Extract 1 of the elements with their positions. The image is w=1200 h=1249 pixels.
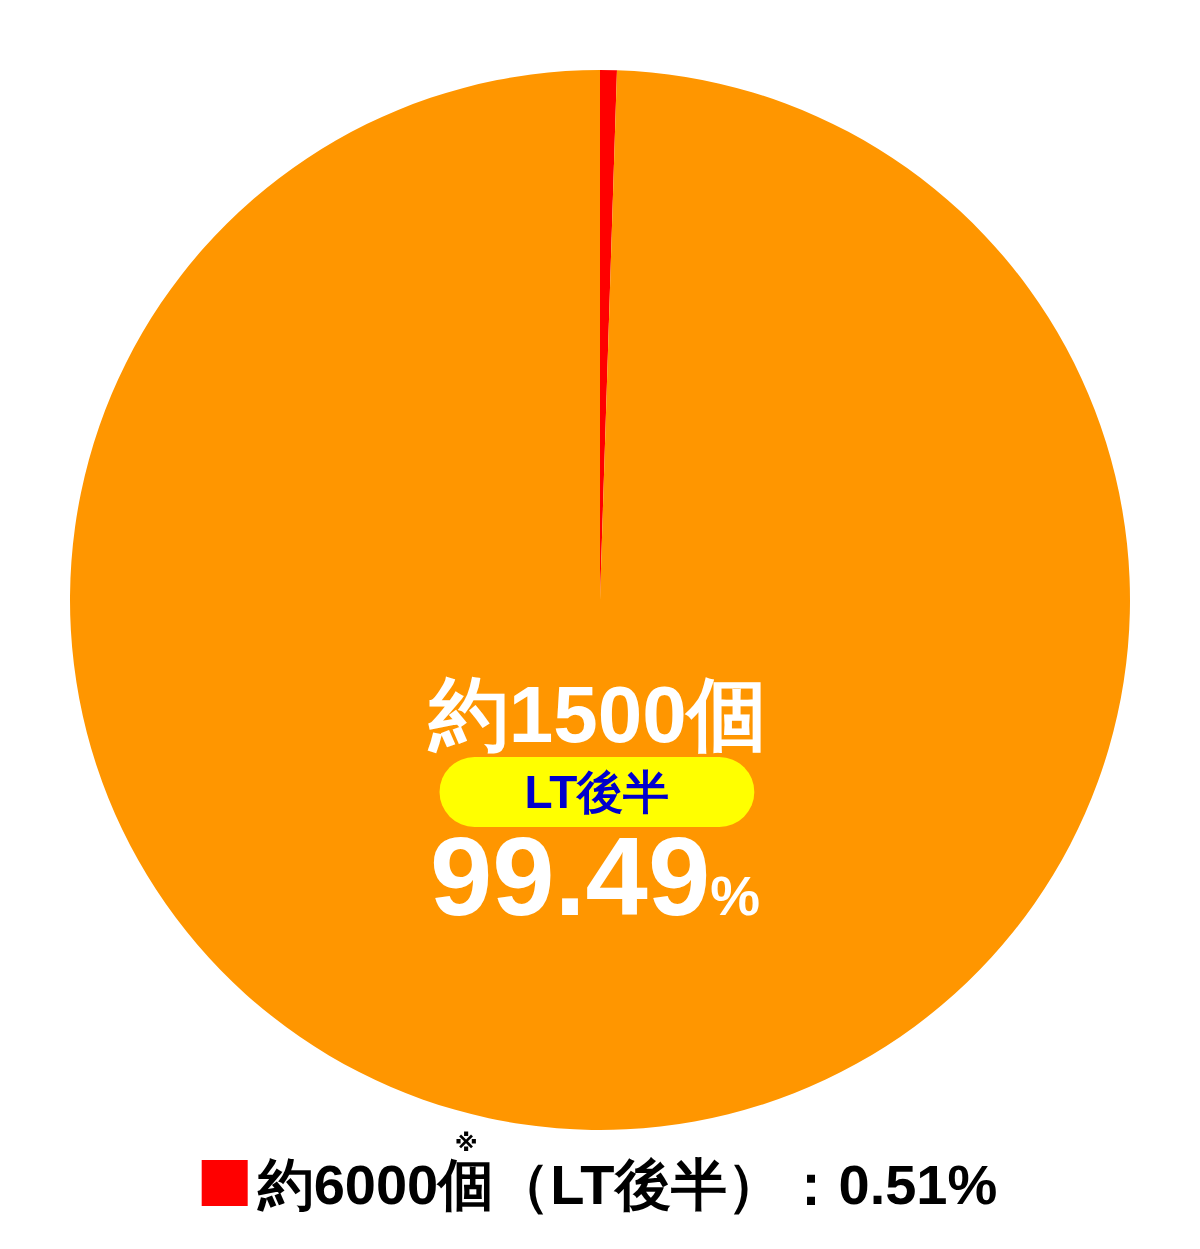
text: LT後半	[524, 765, 670, 818]
